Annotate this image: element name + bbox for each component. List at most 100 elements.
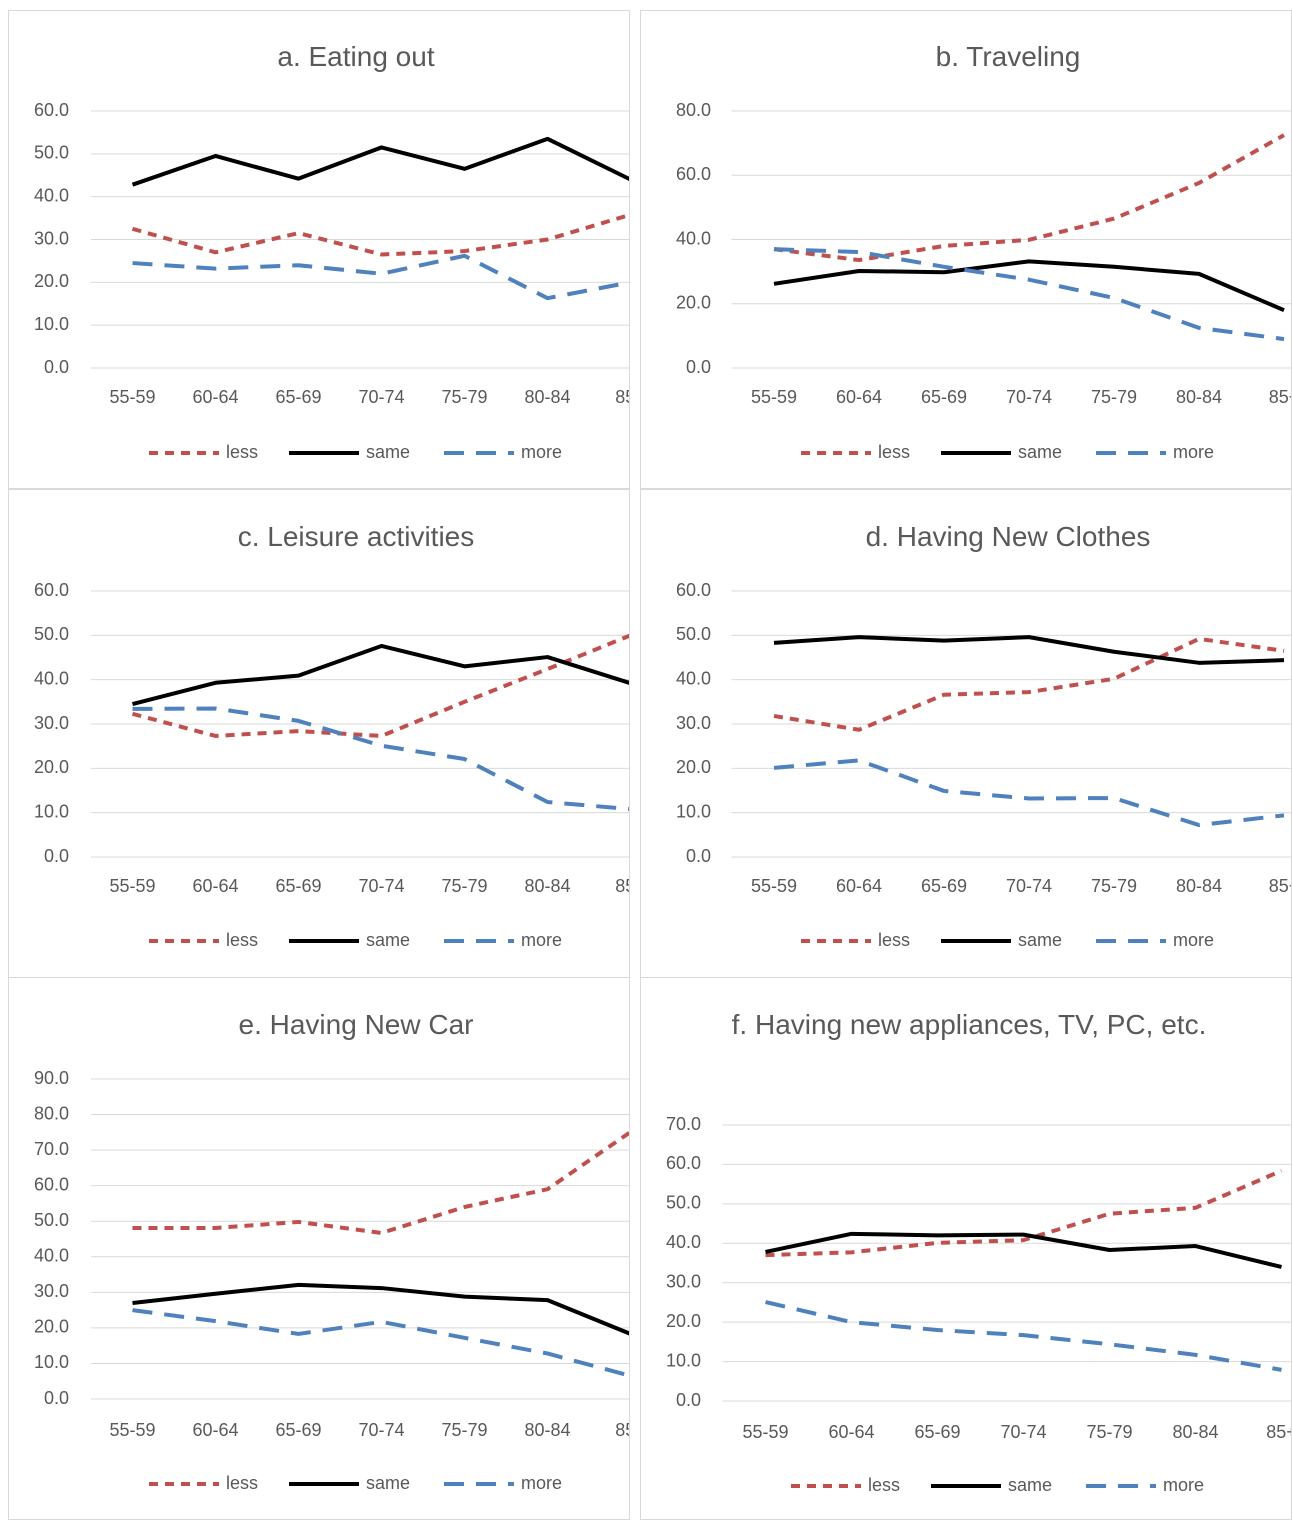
y-tick-label: 20.0	[676, 757, 711, 777]
y-tick-label: 60.0	[34, 580, 69, 600]
y-tick-label: 20.0	[34, 757, 69, 777]
y-tick-label: 50.0	[34, 1210, 69, 1230]
y-tick-label: 20.0	[666, 1311, 701, 1331]
series-line	[773, 133, 1285, 263]
x-tick-label: 65-69	[921, 387, 967, 407]
series-line	[773, 636, 1285, 732]
x-tick-label: 55-59	[109, 1420, 155, 1440]
x-tick-label: 55-59	[742, 1422, 788, 1442]
y-tick-label: 30.0	[34, 713, 69, 733]
y-tick-label: 0.0	[44, 357, 69, 377]
series-line	[131, 633, 629, 738]
chart: 0.0 10.0 20.0 30.0 40.0 50.0 60.0 55-59 60-64 65-…	[34, 100, 629, 462]
x-tick-label: 80-84	[1176, 876, 1222, 896]
x-tick-label: 65-69	[921, 876, 967, 896]
series-line	[773, 247, 1285, 342]
legend-label: less	[226, 930, 258, 950]
y-tick-label: 60.0	[34, 1174, 69, 1194]
y-tick-label: 40.0	[676, 228, 711, 248]
y-tick-label: 40.0	[666, 1232, 701, 1252]
x-tick-label: 60-64	[828, 1422, 874, 1442]
legend-label: less	[868, 1475, 900, 1495]
x-tick-label: 75-79	[441, 387, 487, 407]
y-tick-label: 70.0	[34, 1139, 69, 1159]
legend-label: same	[1008, 1475, 1052, 1495]
y-tick-label: 0.0	[686, 357, 711, 377]
x-tick-label: 70-74	[1006, 387, 1052, 407]
chart-panel: 0.0 10.0 20.0 30.0 40.0 50.0 60.0 70.0 55-59 60-6…	[640, 977, 1292, 1520]
x-tick-label: 70-74	[1000, 1422, 1046, 1442]
chart-panel: 0.0 10.0 20.0 30.0 40.0 50.0 60.0 55-59 60-64 65-…	[8, 10, 630, 489]
y-tick-label: 20.0	[34, 1317, 69, 1337]
legend-label: same	[1018, 442, 1062, 462]
x-tick-label: 70-74	[358, 876, 404, 896]
x-tick-label: 70-74	[358, 1420, 404, 1440]
chart: 0.0 20.0 40.0 60.0 80.0 55-59 60-64 65-69 70-74 7…	[676, 100, 1292, 462]
y-tick-label: 10.0	[34, 314, 69, 334]
series-line	[773, 635, 1285, 665]
series-line	[132, 643, 629, 706]
chart: 0.0 10.0 20.0 30.0 40.0 50.0 60.0 70.0 80.0 90.0 5…	[34, 1068, 630, 1493]
legend-label: more	[1173, 442, 1214, 462]
x-tick-label: 75-79	[441, 876, 487, 896]
legend-label: more	[1163, 1475, 1204, 1495]
y-tick-label: 70.0	[666, 1114, 701, 1134]
x-tick-label: 55-59	[751, 876, 797, 896]
series-line	[131, 213, 629, 257]
x-tick-label: 75-79	[1091, 876, 1137, 896]
series-line	[765, 1300, 1282, 1372]
x-tick-label: 65-69	[914, 1422, 960, 1442]
x-tick-label: 75-79	[441, 1420, 487, 1440]
x-tick-label: 85+	[615, 1420, 630, 1440]
x-tick-label: 65-69	[275, 1420, 321, 1440]
series-line	[132, 1282, 629, 1336]
series-line	[132, 1130, 629, 1235]
y-tick-label: 0.0	[676, 1390, 701, 1410]
x-tick-label: 55-59	[109, 876, 155, 896]
x-tick-label: 85+	[1269, 387, 1292, 407]
y-tick-label: 0.0	[686, 846, 711, 866]
legend-label: same	[366, 1473, 410, 1493]
x-tick-label: 80-84	[524, 876, 570, 896]
legend-label: less	[226, 442, 258, 462]
legend-label: same	[366, 930, 410, 950]
legend-label: less	[878, 442, 910, 462]
chart-panel: 0.0 10.0 20.0 30.0 40.0 50.0 60.0 55-59 60-64 65-…	[640, 489, 1292, 978]
series-line	[765, 1231, 1282, 1269]
series-line	[773, 259, 1285, 313]
x-tick-label: 85+	[615, 876, 630, 896]
legend-label: more	[1173, 930, 1214, 950]
series-line	[773, 758, 1285, 828]
y-tick-label: 60.0	[676, 164, 711, 184]
y-tick-label: 30.0	[676, 713, 711, 733]
y-tick-label: 50.0	[34, 143, 69, 163]
x-tick-label: 55-59	[109, 387, 155, 407]
y-tick-label: 50.0	[676, 624, 711, 644]
y-tick-label: 40.0	[676, 668, 711, 688]
x-tick-label: 70-74	[358, 387, 404, 407]
x-tick-label: 75-79	[1091, 387, 1137, 407]
x-tick-label: 60-64	[192, 876, 238, 896]
x-tick-label: 60-64	[836, 387, 882, 407]
chart-panel: 0.0 10.0 20.0 30.0 40.0 50.0 60.0 70.0 80.0 90.0 5…	[8, 977, 630, 1520]
legend-label: more	[521, 442, 562, 462]
series-line	[132, 706, 629, 811]
y-tick-label: 0.0	[44, 846, 69, 866]
y-tick-label: 80.0	[34, 1103, 69, 1123]
chart: 0.0 10.0 20.0 30.0 40.0 50.0 60.0 55-59 60-64 65-…	[34, 580, 630, 950]
series-line	[132, 1308, 629, 1378]
x-tick-label: 65-69	[275, 387, 321, 407]
y-tick-label: 30.0	[34, 228, 69, 248]
chart-title: f. Having new appliances, TV, PC, etc.	[731, 1009, 1207, 1040]
y-tick-label: 40.0	[34, 668, 69, 688]
chart-panel: 0.0 10.0 20.0 30.0 40.0 50.0 60.0 55-59 60-64 65-…	[8, 489, 630, 978]
y-tick-label: 10.0	[34, 1352, 69, 1372]
x-tick-label: 80-84	[524, 1420, 570, 1440]
y-tick-label: 60.0	[676, 580, 711, 600]
chart-title: b. Traveling	[935, 41, 1081, 72]
y-tick-label: 40.0	[34, 1246, 69, 1266]
series-line	[765, 1168, 1283, 1258]
y-tick-label: 30.0	[666, 1271, 701, 1291]
x-tick-label: 85+	[1266, 1422, 1292, 1442]
